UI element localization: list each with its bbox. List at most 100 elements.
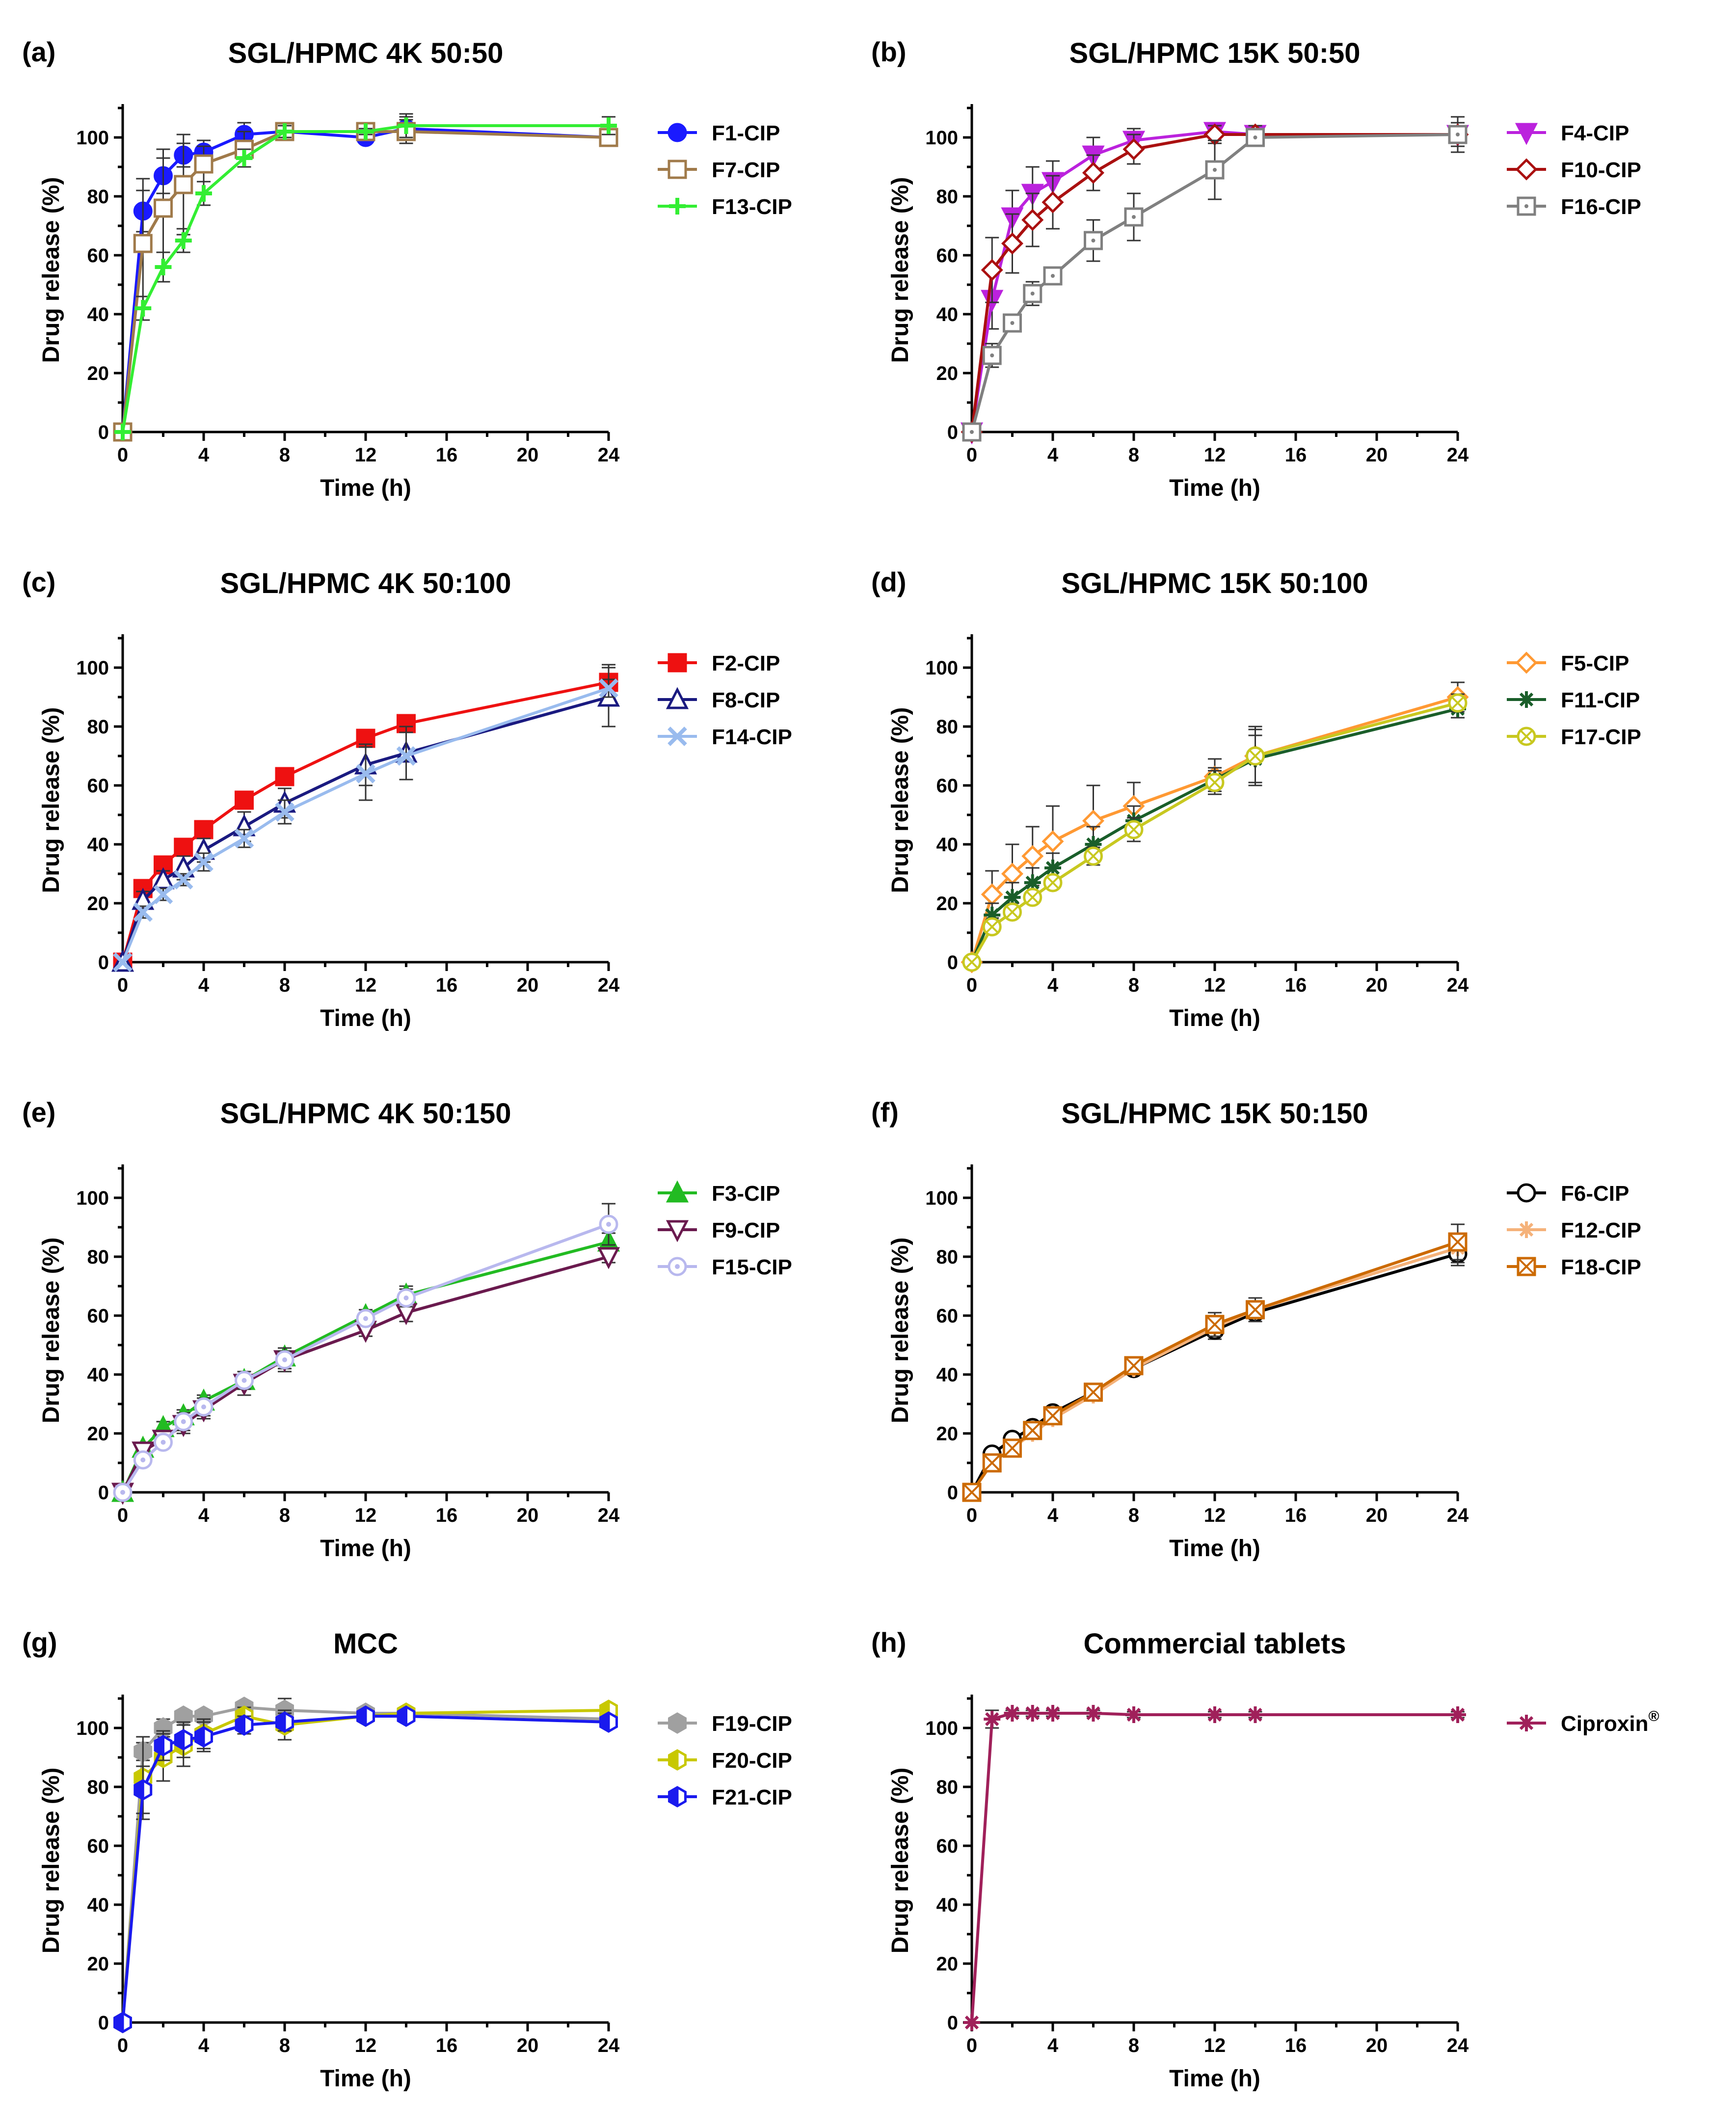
y-tick-label: 100: [76, 1187, 109, 1209]
legend-entry: F2-CIP: [658, 651, 780, 675]
panel-letter: (d): [871, 566, 907, 597]
y-tick-label: 0: [98, 422, 109, 443]
x-tick-label: 8: [1128, 1505, 1139, 1526]
legend-label: F10-CIP: [1561, 158, 1641, 182]
panel-letter: (f): [871, 1097, 899, 1128]
legend-label: F21-CIP: [712, 1785, 792, 1809]
x-tick-label: 4: [1047, 1505, 1059, 1526]
y-tick-label: 80: [936, 1777, 959, 1798]
y-tick-label: 40: [87, 304, 109, 325]
data-point: [194, 154, 214, 174]
y-tick-label: 0: [947, 952, 958, 973]
legend-entry: F15-CIP: [658, 1255, 792, 1279]
x-tick-label: 16: [1285, 974, 1307, 996]
data-point: [1023, 1421, 1042, 1440]
legend-entry: F7-CIP: [658, 158, 780, 182]
data-point: [1448, 125, 1468, 144]
chart-title: SGL/HPMC 15K 50:100: [1061, 567, 1368, 599]
data-point: [154, 198, 173, 218]
x-tick-label: 4: [1047, 444, 1059, 466]
data-point: [1205, 773, 1225, 792]
series-F16-CIP: [962, 125, 1468, 442]
data-point: [1024, 1705, 1041, 1722]
x-axis-label: Time (h): [1169, 2066, 1260, 2092]
panel-b: (b) SGL/HPMC 15K 50:50 0 4 8 12 16 20 24 0 20 40 60 8…: [871, 36, 1641, 501]
axes: 0 4 8 12 16 20 24 0 20 40 60 80 100 Time (h) Drug rele…: [38, 634, 620, 1031]
x-tick-label: 0: [966, 444, 977, 466]
data-point: [194, 1726, 213, 1748]
x-tick-label: 24: [598, 444, 620, 466]
x-tick-label: 24: [598, 1505, 620, 1526]
x-axis-label: Time (h): [1169, 475, 1260, 501]
legend-label: F9-CIP: [712, 1218, 780, 1242]
data-point: [194, 852, 214, 872]
legend-marker: [1517, 1183, 1536, 1203]
axes: 0 4 8 12 16 20 24 0 20 40 60 80 100 Time (h) Drug rele…: [887, 104, 1469, 501]
data-point: [1449, 1706, 1466, 1723]
series-F11-CIP: [963, 699, 1466, 971]
x-tick-label: 0: [966, 974, 977, 996]
legend-label: F3-CIP: [712, 1182, 780, 1206]
legend-label: F6-CIP: [1561, 1182, 1629, 1206]
x-tick-label: 12: [1204, 444, 1226, 466]
y-tick-label: 60: [87, 1305, 109, 1327]
x-tick-label: 12: [355, 2035, 377, 2056]
data-point: [1004, 1705, 1021, 1722]
x-tick-label: 12: [1204, 2035, 1226, 2056]
series-line: [970, 133, 1458, 432]
chart-title: SGL/HPMC 4K 50:100: [220, 567, 511, 599]
x-tick-label: 0: [117, 444, 128, 466]
data-point: [1084, 231, 1103, 250]
y-axis-label: Drug release (%): [887, 707, 913, 893]
legend-label: F11-CIP: [1561, 688, 1640, 712]
x-tick-label: 20: [1366, 1505, 1388, 1526]
data-point: [114, 424, 131, 440]
chart-title: Commercial tablets: [1083, 1628, 1346, 1660]
data-point: [1084, 1382, 1103, 1402]
series-F14-CIP: [113, 678, 618, 972]
legend-marker: [1515, 651, 1538, 674]
legend-marker: [668, 123, 687, 142]
y-tick-label: 40: [936, 834, 959, 856]
data-point: [275, 1350, 294, 1370]
data-point: [1448, 693, 1468, 713]
y-tick-label: 20: [87, 1423, 109, 1445]
y-tick-label: 0: [98, 952, 109, 973]
data-point: [1023, 888, 1042, 907]
legend-label: F1-CIP: [712, 121, 780, 145]
panel-letter: (c): [22, 566, 55, 597]
y-tick-label: 80: [87, 716, 109, 738]
legend-marker: [668, 653, 687, 673]
legend-entry: F12-CIP: [1507, 1218, 1641, 1242]
data-point: [1043, 873, 1063, 892]
legend-entry: F13-CIP: [658, 195, 792, 219]
data-point: [356, 1309, 375, 1328]
data-point: [113, 2012, 132, 2033]
y-tick-label: 100: [925, 1718, 958, 1739]
x-tick-label: 24: [598, 2035, 620, 2056]
legend-marker: [668, 1712, 687, 1734]
series-line: [970, 696, 1458, 963]
data-point: [982, 917, 1002, 937]
x-tick-label: 24: [1447, 444, 1469, 466]
data-point: [236, 150, 253, 166]
y-tick-label: 100: [925, 657, 958, 679]
data-point: [599, 1711, 618, 1733]
data-point: [982, 346, 1002, 365]
legend-label: F12-CIP: [1561, 1218, 1641, 1242]
data-point: [600, 117, 617, 134]
data-point: [1085, 836, 1102, 853]
series-line: [121, 1709, 609, 2023]
panel-letter: (h): [871, 1627, 907, 1658]
data-point: [174, 1412, 193, 1431]
data-point: [1021, 209, 1044, 231]
legend-label: F14-CIP: [712, 725, 792, 749]
panel-h: (h) Commercial tablets 0 4 8 12 16 20 24 0 20 40 60 8…: [871, 1627, 1659, 2092]
series-line: [970, 1241, 1458, 1493]
data-point: [1024, 874, 1041, 891]
x-tick-label: 12: [1204, 1505, 1226, 1526]
x-tick-label: 16: [1285, 1505, 1307, 1526]
x-tick-label: 16: [1285, 2035, 1307, 2056]
data-point: [962, 1483, 982, 1502]
